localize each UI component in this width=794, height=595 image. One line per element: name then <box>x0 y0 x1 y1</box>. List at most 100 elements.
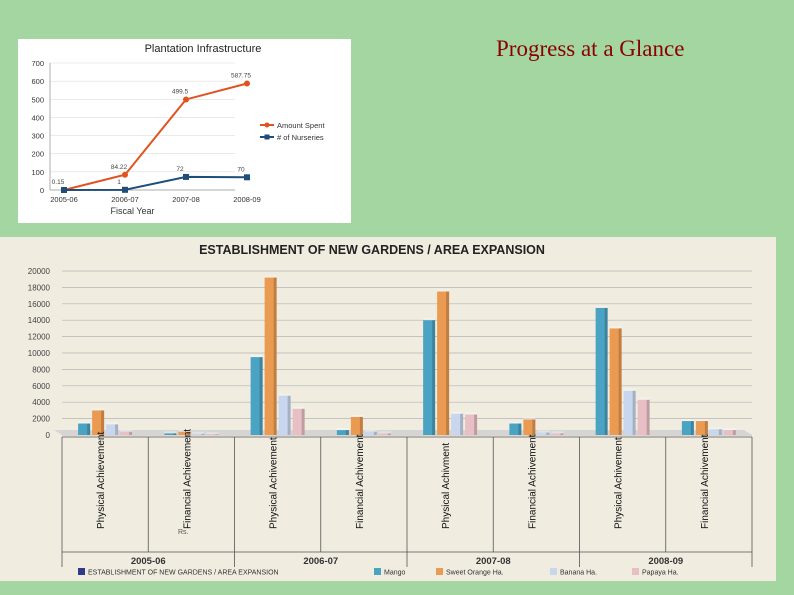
bar <box>695 421 708 435</box>
data-label: 0.15 <box>52 179 65 186</box>
bar-top <box>164 431 177 434</box>
y-tick-label: 500 <box>31 95 44 104</box>
bar-top <box>551 431 564 434</box>
new-gardens-chart: ESTABLISHMENT OF NEW GARDENS / AREA EXPA… <box>0 237 776 581</box>
bar-side <box>690 421 694 435</box>
bar-top <box>106 422 119 425</box>
data-label: 84.22 <box>111 164 128 171</box>
bar-side <box>259 357 263 435</box>
bar-top <box>609 326 622 329</box>
data-label: 499.5 <box>172 88 189 95</box>
bar <box>537 432 550 435</box>
y-tick-label: 20000 <box>28 267 51 276</box>
legend-swatch <box>632 568 639 575</box>
bar-top <box>465 412 478 415</box>
y-tick-label: 400 <box>31 113 44 122</box>
y-tick-label: 2000 <box>32 415 50 424</box>
bar-side <box>432 320 436 435</box>
bar-top <box>695 419 708 422</box>
bar <box>509 423 522 435</box>
category-label: Financial Achivement <box>355 434 366 529</box>
data-point <box>122 186 128 193</box>
bar <box>595 307 608 435</box>
bar-side <box>101 410 105 435</box>
y-tick-label: 12000 <box>28 333 51 342</box>
bar-side <box>560 433 564 435</box>
data-label: 72 <box>176 166 184 173</box>
bar <box>437 291 450 435</box>
bar <box>465 414 478 435</box>
bar <box>523 419 536 435</box>
bar-top <box>78 421 91 424</box>
bar <box>423 320 436 435</box>
bar <box>250 357 263 435</box>
bar <box>164 433 177 435</box>
bar-top <box>350 414 363 417</box>
bar-side <box>173 433 177 435</box>
bar-side <box>632 390 636 435</box>
bar-top <box>336 428 349 431</box>
series-line <box>63 82 248 191</box>
group-label: 2005-06 <box>131 556 166 567</box>
category-label: Financial Achivement <box>527 434 538 529</box>
bar <box>451 413 464 435</box>
bar-side <box>301 408 305 435</box>
bar-side <box>474 414 478 435</box>
bar-side <box>129 431 133 435</box>
bar-side <box>546 432 550 435</box>
data-point <box>61 187 67 193</box>
line-chart-svg: Plantation Infrastructure 0 100 200 300 400 50… <box>31 43 325 216</box>
bar <box>609 328 622 435</box>
legend-swatch <box>374 568 381 575</box>
x-tick-label: 2007-08 <box>172 195 200 204</box>
bar <box>78 423 91 435</box>
bar-top <box>423 318 436 321</box>
bar-top <box>723 428 736 431</box>
bar <box>364 431 377 435</box>
bar-side <box>387 433 391 435</box>
data-label: 1 <box>117 179 121 186</box>
data-point <box>183 96 189 103</box>
bar-side <box>115 424 119 435</box>
bar <box>92 410 105 435</box>
category-label: Physical Achivement <box>614 437 625 529</box>
bar <box>264 277 277 435</box>
category-label: Physical Achivment <box>441 443 452 529</box>
bar-top <box>595 305 608 308</box>
axis-note: Rs. <box>178 529 189 536</box>
y-tick-label: 10000 <box>28 349 51 358</box>
bar-top <box>509 421 522 424</box>
bar <box>709 429 722 435</box>
legend-swatch <box>436 568 443 575</box>
bar-top <box>437 289 450 292</box>
bar <box>336 430 349 435</box>
category-label: Physical Achievement <box>96 432 107 529</box>
data-point <box>244 174 250 181</box>
bar-side <box>215 434 219 435</box>
bar-top <box>92 408 105 411</box>
y-tick-label: 4000 <box>32 398 50 407</box>
y-tick-label: 6000 <box>32 382 50 391</box>
bar-side <box>618 328 622 435</box>
data-label: 587.75 <box>231 73 251 80</box>
bar <box>551 433 564 435</box>
y-tick-label: 16000 <box>28 300 51 309</box>
bar-side <box>646 399 650 435</box>
bar <box>206 434 219 435</box>
group-label: 2006-07 <box>303 556 338 567</box>
bar-side <box>287 395 291 435</box>
bar <box>106 424 119 435</box>
series-line <box>63 175 248 191</box>
legend-marker <box>264 134 270 140</box>
bar <box>681 421 694 435</box>
bar-side <box>718 429 722 435</box>
bar-top <box>206 432 219 435</box>
bar-side <box>532 419 536 435</box>
legend-swatch <box>78 568 85 575</box>
y-tick-label: 100 <box>31 168 44 177</box>
bar-side <box>273 277 277 435</box>
bar <box>623 390 636 435</box>
x-axis-label: Fiscal Year <box>110 206 154 216</box>
data-point <box>122 171 128 178</box>
data-point <box>244 80 250 87</box>
